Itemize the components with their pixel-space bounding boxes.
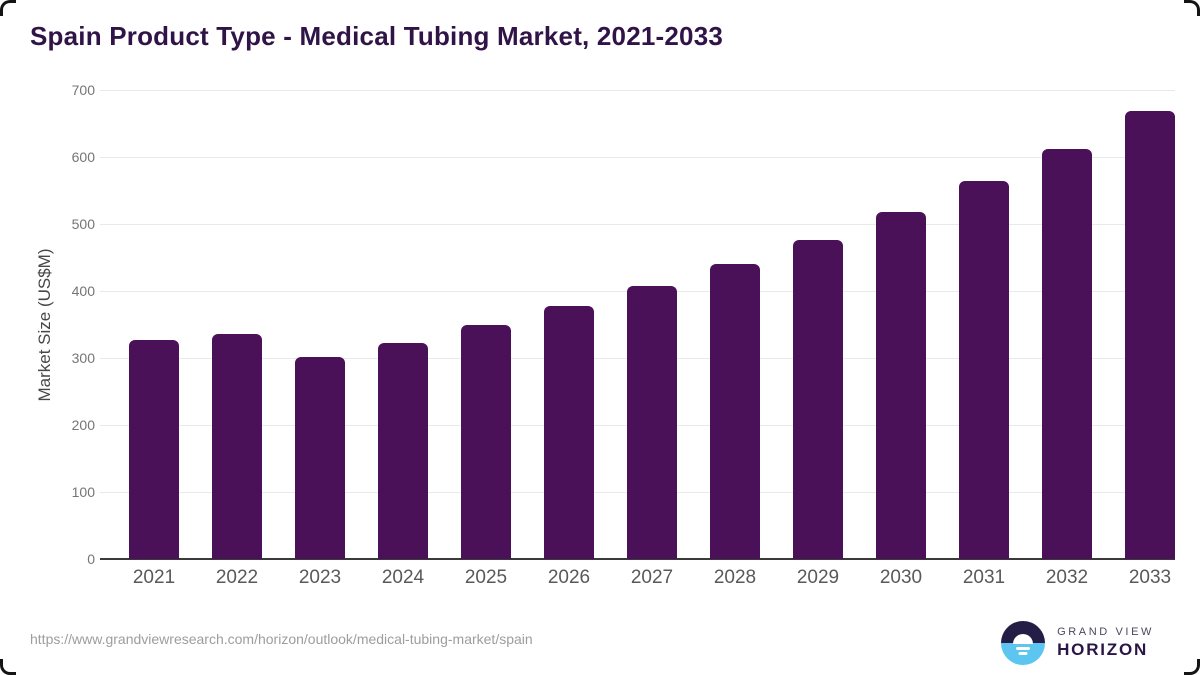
bar-2031[interactable] <box>959 181 1009 559</box>
source-url: https://www.grandviewresearch.com/horizo… <box>30 631 533 647</box>
x-tick-label-2030: 2030 <box>879 567 923 588</box>
y-tick-label-700: 700 <box>71 82 95 98</box>
sun-reflection-dash <box>1016 647 1031 650</box>
y-tick-label-400: 400 <box>71 283 95 299</box>
frame-corner-top-left <box>0 0 16 16</box>
sun-dome-shape <box>1013 634 1034 644</box>
x-tick-label-2024: 2024 <box>381 567 425 588</box>
frame-corner-top-right <box>1184 0 1200 16</box>
y-tick-label-100: 100 <box>71 484 95 500</box>
x-tick-label-2029: 2029 <box>796 567 840 588</box>
sun-reflection-dash <box>1018 652 1028 655</box>
gridline <box>100 157 1175 158</box>
gridline <box>100 90 1175 91</box>
bar-2028[interactable] <box>710 263 760 559</box>
x-tick-label-2022: 2022 <box>215 567 259 588</box>
x-tick-label-2032: 2032 <box>1045 567 1089 588</box>
logo-horizon-label: HORIZON <box>1057 640 1149 659</box>
logo-grand-view-label: GRAND VIEW <box>1057 626 1154 638</box>
frame-corner-bottom-left <box>0 659 16 675</box>
x-tick-label-2026: 2026 <box>547 567 591 588</box>
bar-2023[interactable] <box>295 356 345 559</box>
bar-2033[interactable] <box>1125 111 1175 559</box>
bar-2027[interactable] <box>627 286 677 559</box>
logo-text: GRAND VIEW HORIZON <box>1057 626 1154 660</box>
y-axis-tick-labels: 0 100 200 300 400 500 600 700 <box>30 82 95 567</box>
chart-title: Spain Product Type - Medical Tubing Mark… <box>30 21 724 51</box>
bar-2032[interactable] <box>1042 148 1092 559</box>
x-tick-label-2027: 2027 <box>630 567 674 588</box>
x-tick-label-2033: 2033 <box>1128 567 1172 588</box>
x-axis-line <box>100 558 1175 560</box>
bar-2025[interactable] <box>461 325 511 559</box>
bar-2022[interactable] <box>212 333 262 559</box>
x-tick-label-2021: 2021 <box>132 567 176 588</box>
y-tick-label-200: 200 <box>71 417 95 433</box>
bar-2026[interactable] <box>544 306 594 559</box>
y-tick-label-0: 0 <box>87 551 95 567</box>
y-tick-label-500: 500 <box>71 216 95 232</box>
x-tick-label-2023: 2023 <box>298 567 342 588</box>
x-tick-label-2025: 2025 <box>464 567 508 588</box>
x-axis-labels: 2021 2022 2023 2024 2025 2026 2027 2028 2029 2030… <box>100 567 1175 597</box>
horizon-sunrise-icon <box>1001 621 1046 665</box>
x-tick-label-2028: 2028 <box>713 567 757 588</box>
y-tick-label-600: 600 <box>71 149 95 165</box>
bar-2029[interactable] <box>793 240 843 559</box>
grandview-horizon-logo: GRAND VIEW HORIZON <box>1001 621 1154 665</box>
bar-2021[interactable] <box>129 339 179 559</box>
x-tick-label-2031: 2031 <box>962 567 1006 588</box>
bar-2024[interactable] <box>378 342 428 559</box>
y-tick-label-300: 300 <box>71 350 95 366</box>
frame-corner-bottom-right <box>1184 659 1200 675</box>
bar-2030[interactable] <box>876 211 926 559</box>
gridline <box>100 224 1175 225</box>
plot-area <box>100 90 1175 560</box>
